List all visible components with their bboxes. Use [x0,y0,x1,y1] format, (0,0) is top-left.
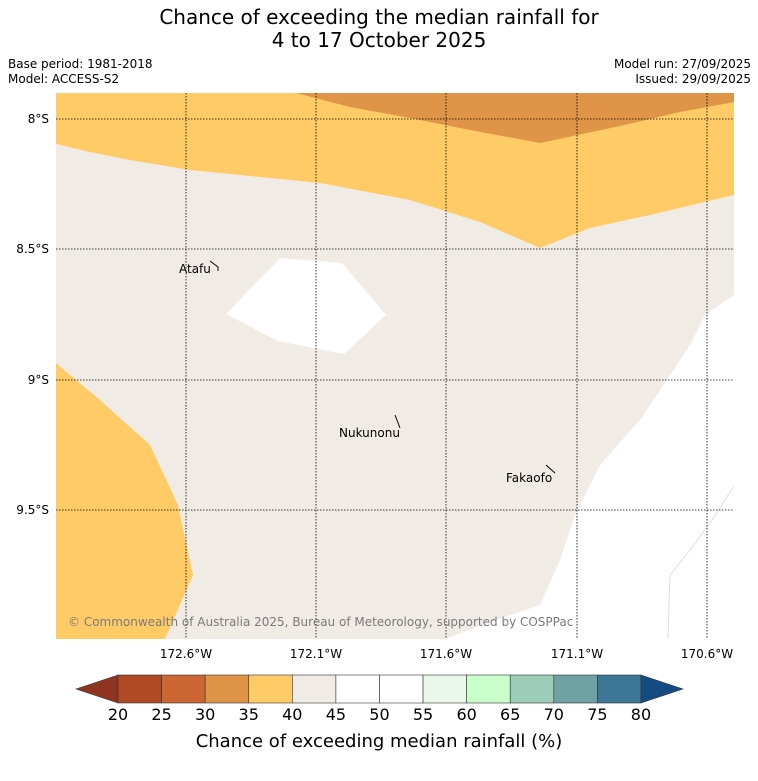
lat-label-8-5s: 8.5°S [16,242,49,256]
field-45-55-east [445,295,734,639]
colorbar-above-arrow [640,674,684,704]
lon-label-171-1w: 171.1°W [551,647,603,661]
colorbar-tick-label: 25 [151,705,171,724]
colorbar-tick-label: 65 [500,705,520,724]
colorbar-tick-label: 55 [413,705,433,724]
nukunonu-marker [394,414,401,429]
title-line-1: Chance of exceeding the median rainfall … [159,5,599,29]
base-period-text: Base period: 1981-2018 [8,57,153,71]
field-30-35-north [296,93,734,143]
colorbar-swatch [292,674,337,704]
colorbar-swatch [597,674,642,704]
place-label-fakaofo: Fakaofo [506,471,552,485]
colorbar-tick-label: 35 [239,705,259,724]
colorbar-swatch [509,674,555,704]
meta-right: Model run: 27/09/2025 Issued: 29/09/2025 [614,57,751,87]
colorbar-swatch [117,674,162,704]
colorbar-tick-label: 70 [544,705,564,724]
colorbar-swatch [335,674,380,704]
model-run-text: Model run: 27/09/2025 [613,57,751,71]
colorbar-swatch [379,674,424,704]
map-fields: Atafu Nukunonu Fakaofo © Commonwealth of… [56,93,734,639]
issued-text: Issued: 29/09/2025 [635,72,751,86]
colorbar-swatch [553,674,598,704]
atafu-marker [209,260,219,271]
colorbar-tick-label: 45 [326,705,346,724]
lat-label-8s: 8°S [28,112,49,126]
colorbar-tick-label: 40 [282,705,302,724]
lon-label-172-6w: 172.6°W [160,647,212,661]
colorbar-swatch [466,674,511,704]
lat-label-9-5s: 9.5°S [16,503,49,517]
colorbar-tick-label: 50 [369,705,389,724]
colorbar-tick-label: 75 [587,705,607,724]
colorbar-tick-label: 30 [195,705,215,724]
lon-label-170-6w: 170.6°W [681,647,733,661]
lat-label-9s: 9°S [28,373,49,387]
colorbar-swatch [204,674,250,704]
colorbar-tick-label: 60 [456,705,476,724]
field-45-55-atafu [226,258,386,354]
contour-line-east [667,485,734,639]
colorbar-tick-label: 80 [631,705,651,724]
colorbar-swatch [161,674,206,704]
title-line-2: 4 to 17 October 2025 [271,28,487,52]
place-label-atafu: Atafu [179,262,211,276]
colorbar-label: Chance of exceeding median rainfall (%) [196,731,563,752]
colorbar-tick-label: 20 [108,705,128,724]
copyright-text: © Commonwealth of Australia 2025, Bureau… [68,615,573,629]
colorbar-swatch [422,674,467,704]
field-35-40-southwest [56,363,193,639]
fakaofo-marker [545,464,556,474]
chart-title: Chance of exceeding the median rainfall … [0,6,758,52]
meta-left: Base period: 1981-2018 Model: ACCESS-S2 [8,57,153,87]
graticule [56,93,734,639]
place-label-nukunonu: Nukunonu [339,426,400,440]
lon-label-172-1w: 172.1°W [290,647,342,661]
colorbar-swatch [248,674,293,704]
lon-label-171-6w: 171.6°W [420,647,472,661]
colorbar-below-arrow [75,674,119,704]
colorbar: 20 25 30 35 40 45 50 55 60 65 70 75 80 Chance of exc… [75,674,684,752]
model-text: Model: ACCESS-S2 [8,72,120,86]
